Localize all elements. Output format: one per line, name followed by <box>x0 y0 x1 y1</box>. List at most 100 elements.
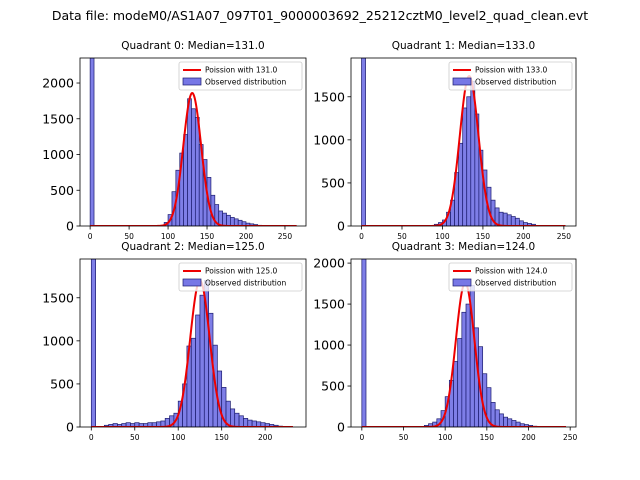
histogram-bar <box>498 211 504 226</box>
axes-frame <box>350 57 577 227</box>
y-tick-label: 1500 <box>313 89 345 104</box>
y-tick-label: 0 <box>66 420 74 435</box>
legend-box <box>178 61 303 91</box>
legend-bar-swatch <box>452 77 472 86</box>
legend: Poission with 131.0 Observed distribution <box>178 61 303 91</box>
histogram-bar <box>498 413 504 427</box>
y-tick-label: 0 <box>66 219 74 234</box>
histogram-bar <box>465 303 471 427</box>
histogram-bar <box>247 419 253 427</box>
legend-box <box>448 61 573 91</box>
histogram-bar <box>506 214 512 226</box>
x-tick-label: 200 <box>516 232 531 241</box>
histogram-bar <box>238 415 244 427</box>
y-tick-label: 2000 <box>313 256 345 271</box>
x-tick-label: 250 <box>557 232 572 241</box>
axes-frame <box>79 57 307 227</box>
legend: Poission with 133.0 Observed distribution <box>448 61 573 91</box>
legend-bar-label: Observed distribution <box>205 78 286 87</box>
panel-title: Quadrant 3: Median=124.0 <box>392 241 535 253</box>
legend-bar-swatch <box>182 77 202 86</box>
y-tick-label: 1000 <box>42 333 74 348</box>
histogram-bar <box>226 214 231 226</box>
legend-line-label: Poission with 124.0 <box>475 267 548 276</box>
panel-title: Quadrant 1: Median=133.0 <box>392 40 535 52</box>
y-tick-label: 1000 <box>42 147 74 162</box>
x-tick-label: 250 <box>278 232 293 241</box>
histogram-bar <box>190 337 196 427</box>
histogram-bar <box>510 216 516 226</box>
histogram-bar <box>361 259 367 427</box>
x-tick-label: 0 <box>88 232 93 241</box>
histogram-bar <box>243 418 249 427</box>
histogram-bar <box>230 408 236 427</box>
y-tick-label: 0 <box>337 219 345 234</box>
x-tick-label: 100 <box>438 433 453 442</box>
plot-area: Quadrant 0: Median=131.00500100015002000… <box>42 40 577 442</box>
x-tick-label: 50 <box>399 433 409 442</box>
y-tick-label: 500 <box>50 376 74 391</box>
legend-bar-swatch <box>182 278 202 287</box>
legend-line-label: Poission with 131.0 <box>205 66 278 75</box>
histogram-bar <box>191 108 196 226</box>
legend-line-label: Poission with 125.0 <box>205 267 278 276</box>
panel-quadrant-0: Quadrant 0: Median=131.00500100015002000… <box>42 40 307 241</box>
x-tick-label: 100 <box>435 232 450 241</box>
x-tick-label: 150 <box>200 232 215 241</box>
x-tick-label: 200 <box>521 433 536 442</box>
histogram-bar <box>494 409 500 427</box>
y-tick-label: 500 <box>50 183 74 198</box>
x-tick-label: 150 <box>215 433 230 442</box>
histogram-bar <box>503 416 509 427</box>
y-tick-label: 1500 <box>42 111 74 126</box>
histogram-bar <box>233 218 239 226</box>
histogram-bar <box>507 418 513 427</box>
histogram-bar <box>453 361 459 427</box>
histogram-bar <box>222 212 227 226</box>
bars <box>361 259 538 427</box>
y-tick-label: 1500 <box>313 297 345 312</box>
legend-bar-swatch <box>452 278 472 287</box>
histogram-bar <box>199 294 205 427</box>
panel-title: Quadrant 0: Median=131.0 <box>121 40 264 52</box>
histogram-bar <box>195 314 201 427</box>
x-tick-label: 50 <box>130 433 140 442</box>
legend-bar-label: Observed distribution <box>475 279 556 288</box>
y-tick-label: 1500 <box>42 290 74 305</box>
x-tick-label: 0 <box>359 433 364 442</box>
histogram-bar <box>234 412 240 427</box>
x-tick-label: 100 <box>161 232 176 241</box>
y-tick-label: 500 <box>321 175 345 190</box>
x-tick-label: 100 <box>171 433 186 442</box>
legend: Poission with 124.0 Observed distribution <box>448 262 573 292</box>
x-tick-label: 50 <box>124 232 134 241</box>
x-tick-label: 150 <box>476 232 491 241</box>
bars <box>361 58 536 226</box>
panel-quadrant-1: Quadrant 1: Median=133.0 0 500 1000 1500 0 50 1… <box>313 40 577 241</box>
histogram-bar <box>90 259 96 427</box>
panel-quadrant-3: Quadrant 3: Median=124.00500100015002000… <box>313 241 577 442</box>
axes-frame <box>79 258 307 428</box>
histogram-bar <box>89 58 95 226</box>
legend-line-label: Poission with 133.0 <box>475 66 548 75</box>
histogram-bar <box>466 96 472 226</box>
y-tick-label: 1000 <box>313 132 345 147</box>
histogram-bar <box>194 116 200 226</box>
figure-suptitle: Data file: modeM0/AS1A07_097T01_90000036… <box>52 8 588 23</box>
legend-box <box>178 262 303 292</box>
histogram-bar <box>502 212 508 226</box>
y-tick-label: 1000 <box>313 338 345 353</box>
histogram-bar <box>230 217 235 226</box>
poisson-curve <box>361 75 566 226</box>
panel-quadrant-2: Quadrant 2: Median=125.0 0 500 1000 1500 0 50 1… <box>42 241 307 442</box>
legend: Poission with 125.0 Observed distribution <box>178 262 303 292</box>
x-tick-label: 250 <box>563 433 578 442</box>
histogram-bar <box>514 217 520 226</box>
legend-bar-label: Observed distribution <box>205 279 286 288</box>
poisson-curve <box>91 279 293 427</box>
x-tick-label: 50 <box>397 232 407 241</box>
y-tick-label: 2000 <box>42 76 74 91</box>
histogram-bar <box>458 142 464 226</box>
histogram-bar <box>183 134 188 226</box>
